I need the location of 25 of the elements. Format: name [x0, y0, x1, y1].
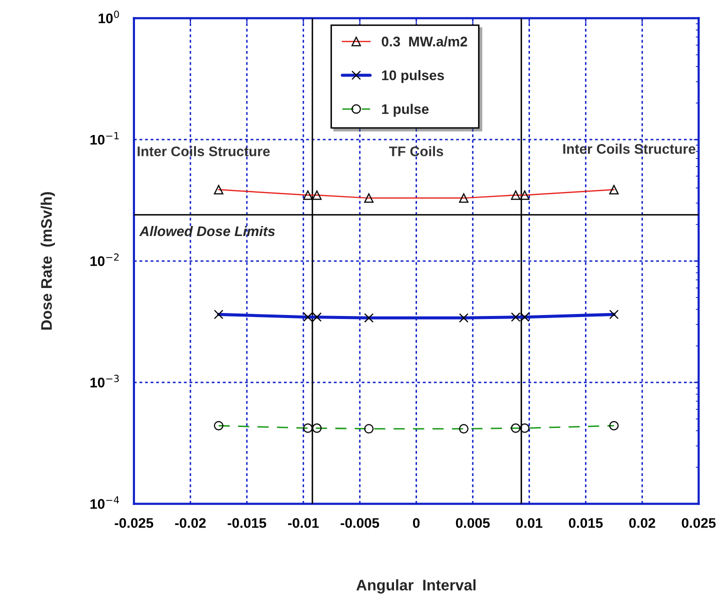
x-tick-label: -0.025 — [114, 518, 154, 528]
y-tick-label: 10$^{−1}$ — [90, 132, 119, 145]
x-tick-label: -0.01 — [288, 518, 319, 528]
x-tick-label: 0.015 — [568, 518, 603, 528]
annotation: Inter Coils Structure — [563, 144, 696, 154]
x-tick-label: 0.025 — [682, 518, 716, 528]
x-tick-label: -0.02 — [175, 518, 206, 528]
y-tick-label: 10$^{0}$ — [98, 10, 119, 24]
annotation: Inter Coils Structure — [138, 146, 270, 156]
x-tick-label: 0.005 — [456, 518, 490, 528]
x-tick-label: -0.015 — [228, 518, 266, 528]
annotation: TF Coils — [389, 146, 444, 156]
ref-line-label: Allowed Dose Limits — [139, 226, 275, 236]
y-tick-label: 10$^{−3}$ — [90, 374, 119, 388]
x-tick-label: 0.01 — [516, 518, 542, 528]
y-axis-title: Dose Rate (mSv/h) — [40, 192, 55, 330]
y-tick-label: 10$^{−2}$ — [90, 253, 119, 266]
x-tick-label: 0.02 — [629, 518, 656, 528]
legend-label: 1 pulse — [382, 104, 429, 117]
x-tick-label: 0 — [412, 518, 420, 528]
legend-label: 10 pulses — [382, 70, 444, 83]
legend-label: 0.3 MW.a/m2 — [382, 36, 468, 47]
x-tick-label: -0.005 — [340, 518, 380, 528]
x-axis-title: Angular Interval — [356, 579, 476, 594]
y-tick-label: 10$^{−4}$ — [90, 496, 120, 509]
